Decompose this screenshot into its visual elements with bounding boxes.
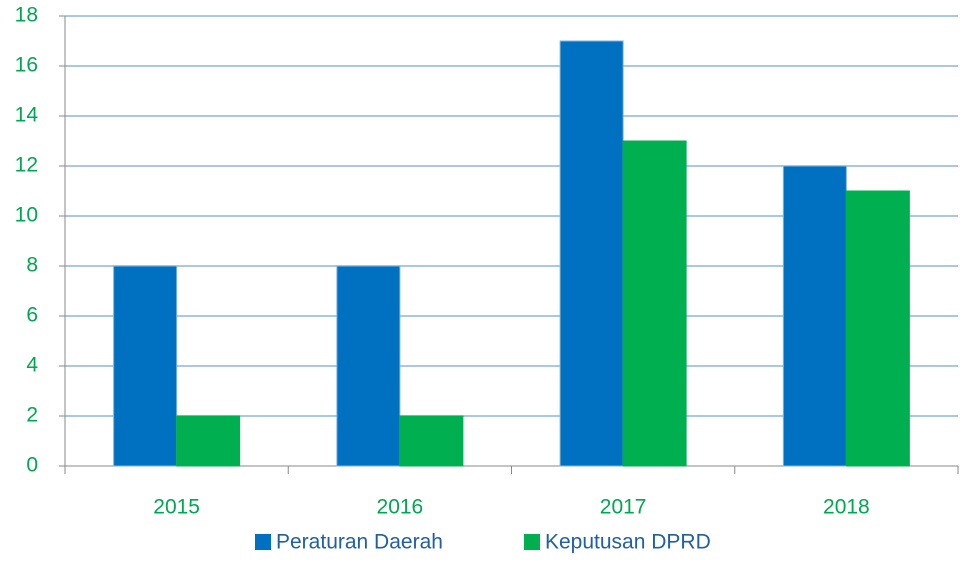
legend-label: Keputusan DPRD: [545, 531, 711, 554]
bar: [622, 140, 687, 467]
legend-swatch: [524, 534, 540, 550]
y-tick-label: 6: [26, 304, 38, 327]
y-tick-label: 2: [26, 404, 38, 427]
x-tick-label: 2017: [600, 496, 647, 519]
bar: [782, 165, 847, 467]
bar: [845, 190, 910, 467]
legend-swatch: [255, 534, 271, 550]
y-tick-label: 4: [26, 354, 38, 377]
bar: [399, 415, 464, 467]
x-tick-label: 2016: [377, 496, 424, 519]
y-tick-label: 18: [15, 4, 38, 27]
legend-label: Peraturan Daerah: [276, 531, 443, 554]
bar: [113, 265, 178, 467]
bar: [559, 40, 624, 467]
y-tick-label: 0: [26, 454, 38, 477]
bar: [336, 265, 401, 467]
y-tick-label: 16: [15, 54, 38, 77]
y-tick-label: 10: [15, 204, 38, 227]
x-tick-label: 2018: [823, 496, 870, 519]
bar: [176, 415, 241, 467]
y-tick-label: 12: [15, 154, 38, 177]
y-tick-label: 8: [26, 254, 38, 277]
x-tick-label: 2015: [153, 496, 200, 519]
y-tick-label: 14: [15, 104, 39, 127]
